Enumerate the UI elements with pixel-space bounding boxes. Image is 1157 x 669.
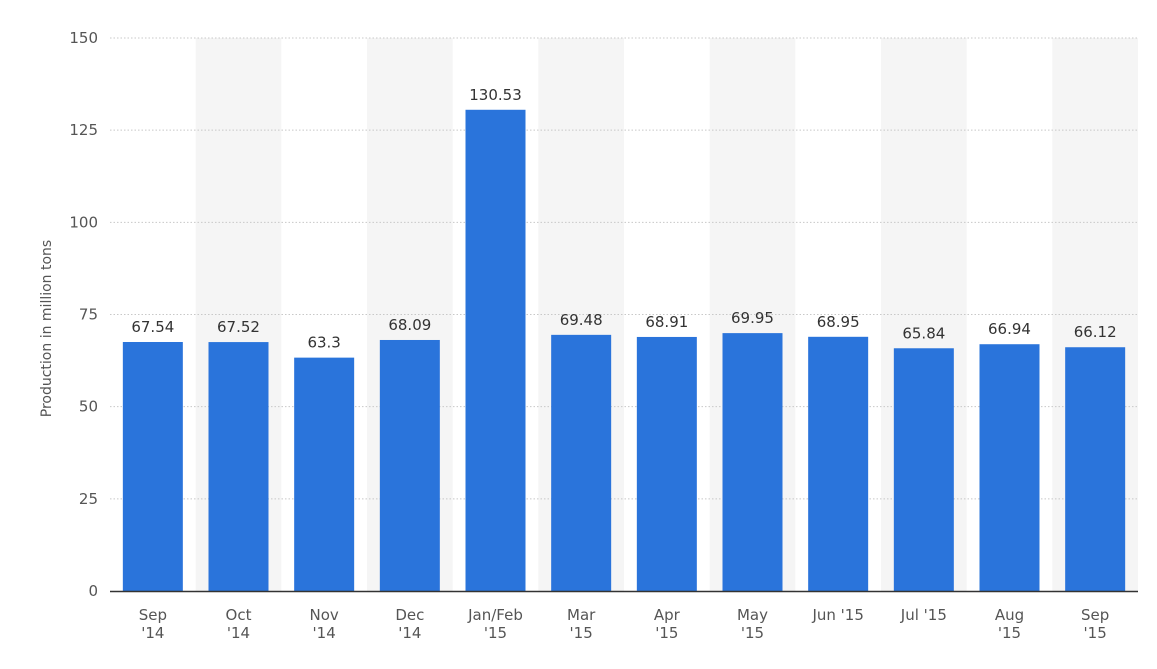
bars [122,109,1126,591]
bar [208,342,269,591]
x-tick-label: Mar '15 [567,606,596,642]
x-axis-labels: Sep '14 Oct '14 Nov '14 Dec '14 Jan/Feb '15 Mar '15… [139,606,1110,642]
y-axis-ticks: 0 25 50 75 100 125 150 [69,29,98,600]
data-label: 65.84 [902,324,945,342]
data-label: 66.94 [988,320,1031,338]
x-tick-label: Jul '15 [900,606,947,624]
data-label: 69.95 [731,309,774,327]
data-label: 130.53 [469,86,522,104]
bar [551,334,612,591]
y-tick-label: 125 [69,121,98,139]
data-label: 69.48 [560,311,603,329]
x-tick-label: Sep '15 [1081,606,1109,642]
y-tick-label: 100 [69,213,98,231]
bar [1065,347,1126,591]
data-label: 67.52 [217,318,260,336]
data-label: 63.3 [307,334,340,352]
x-tick-label: Dec '14 [395,606,424,642]
x-tick-label: Oct '14 [226,606,252,642]
data-label: 68.91 [645,313,688,331]
x-tick-label: Jun '15 [811,606,863,624]
data-label: 68.09 [388,316,431,334]
bar [636,336,697,591]
bar [893,348,954,591]
x-tick-label: Jan/Feb '15 [467,606,523,642]
x-tick-label: Sep '14 [139,606,167,642]
bar [122,342,183,591]
x-tick-label: May '15 [737,606,768,642]
x-tick-label: Aug '15 [995,606,1024,642]
bar [808,336,869,591]
y-tick-label: 0 [88,582,98,600]
y-tick-label: 75 [79,306,98,324]
x-tick-label: Apr '15 [654,606,681,642]
y-tick-label: 25 [79,490,98,508]
y-tick-label: 50 [79,398,98,416]
value-labels: 67.54 67.52 63.3 68.09 130.53 69.48 68.91 69.95… [131,86,1116,352]
bar [722,333,783,591]
bar [294,357,355,591]
bar [979,344,1040,591]
bar [379,339,440,591]
y-axis-title: Production in million tons [39,240,55,417]
data-label: 66.12 [1074,323,1117,341]
data-label: 67.54 [131,318,174,336]
x-tick-label: Nov '14 [310,606,339,642]
y-tick-label: 150 [69,29,98,47]
bar [465,109,526,591]
data-label: 68.95 [817,313,860,331]
